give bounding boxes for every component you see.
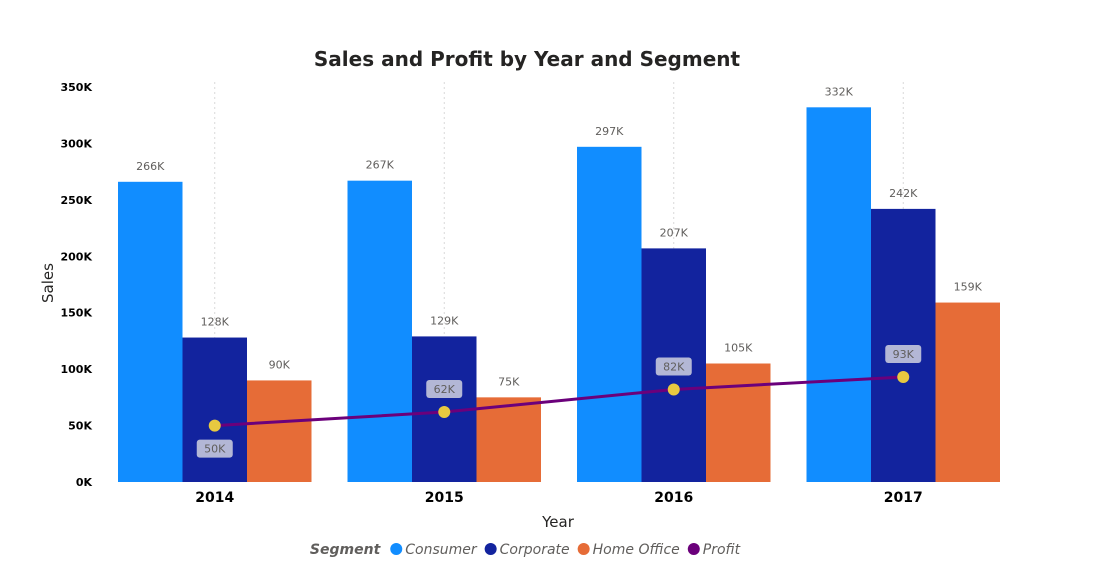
bar-data-label: 267K bbox=[366, 159, 395, 172]
bar-home-office[interactable] bbox=[476, 397, 542, 482]
bar-data-label: 75K bbox=[498, 375, 520, 388]
x-tick-label: 2017 bbox=[884, 490, 923, 506]
bar-data-label: 90K bbox=[269, 358, 291, 371]
x-axis-label: Year bbox=[541, 513, 575, 531]
bar-data-label: 242K bbox=[889, 187, 918, 200]
legend-marker[interactable] bbox=[577, 543, 590, 555]
legend-marker[interactable] bbox=[687, 543, 700, 555]
legend-item-label[interactable]: Corporate bbox=[500, 542, 570, 558]
bar-data-label: 266K bbox=[136, 160, 165, 173]
y-tick-label: 300K bbox=[61, 137, 93, 150]
bar-home-office[interactable] bbox=[247, 380, 312, 482]
legend[interactable]: Segment Consumer Corporate Home Office Profi… bbox=[310, 542, 741, 558]
bars bbox=[118, 107, 1001, 483]
profit-data-label: 82K bbox=[663, 360, 685, 373]
bar-consumer[interactable] bbox=[806, 107, 872, 483]
profit-line bbox=[214, 375, 904, 428]
profit-line-series: 50K 62K 82K 93K bbox=[196, 345, 922, 458]
y-tick-label: 150K bbox=[61, 307, 93, 320]
bar-data-label: 105K bbox=[724, 342, 753, 355]
bar-home-office[interactable] bbox=[706, 363, 771, 483]
profit-data-label: 50K bbox=[204, 443, 226, 456]
legend-item-label[interactable]: Consumer bbox=[405, 542, 478, 558]
bar-corporate[interactable] bbox=[182, 337, 248, 482]
x-tick-label: 2015 bbox=[425, 490, 464, 506]
profit-label-background bbox=[655, 357, 692, 376]
profit-data-label: 62K bbox=[434, 383, 456, 396]
y-tick-label: 200K bbox=[61, 250, 93, 263]
profit-label-background bbox=[196, 439, 233, 458]
legend-marker[interactable] bbox=[390, 543, 403, 555]
bar-data-label: 207K bbox=[660, 226, 689, 239]
bar-data-label: 159K bbox=[954, 281, 983, 294]
profit-marker[interactable] bbox=[667, 383, 680, 396]
y-tick-label: 50K bbox=[68, 420, 92, 433]
x-tick-label: 2014 bbox=[195, 490, 234, 506]
gridlines bbox=[214, 82, 904, 482]
y-tick-label: 350K bbox=[61, 81, 93, 94]
profit-marker[interactable] bbox=[438, 406, 451, 419]
profit-marker[interactable] bbox=[897, 371, 910, 384]
legend-item-label[interactable]: Home Office bbox=[593, 542, 680, 558]
y-tick-label: 0K bbox=[76, 476, 93, 489]
profit-marker[interactable] bbox=[208, 419, 221, 432]
y-tick-label: 100K bbox=[61, 363, 93, 376]
bar-consumer[interactable] bbox=[577, 146, 642, 483]
profit-label-background bbox=[885, 345, 922, 364]
profit-data-label: 93K bbox=[893, 348, 915, 361]
legend-title: Segment bbox=[310, 542, 382, 558]
legend-marker[interactable] bbox=[484, 543, 497, 555]
bar-data-labels: 266K 267K 297K 332K 128K 129K 207K 242K 90K 75K 10… bbox=[136, 85, 982, 388]
bar-consumer[interactable] bbox=[118, 181, 183, 483]
x-tick-label: 2016 bbox=[654, 490, 693, 506]
chart-title: Sales and Profit by Year and Segment bbox=[314, 47, 741, 71]
x-axis-ticks: 2014 2015 2016 2017 bbox=[195, 490, 922, 506]
bar-data-label: 129K bbox=[430, 314, 459, 327]
bar-consumer[interactable] bbox=[347, 180, 413, 482]
bar-data-label: 128K bbox=[201, 316, 230, 329]
bar-home-office[interactable] bbox=[935, 302, 1001, 482]
y-axis-label: Sales bbox=[39, 263, 57, 303]
legend-item-label[interactable]: Profit bbox=[703, 542, 741, 558]
y-axis-ticks: 0K 50K 100K 150K 200K 250K 300K 350K bbox=[61, 81, 93, 489]
profit-label-background bbox=[426, 380, 463, 399]
bar-data-label: 297K bbox=[595, 125, 624, 138]
bar-data-label: 332K bbox=[825, 85, 854, 98]
y-tick-label: 250K bbox=[61, 194, 93, 207]
